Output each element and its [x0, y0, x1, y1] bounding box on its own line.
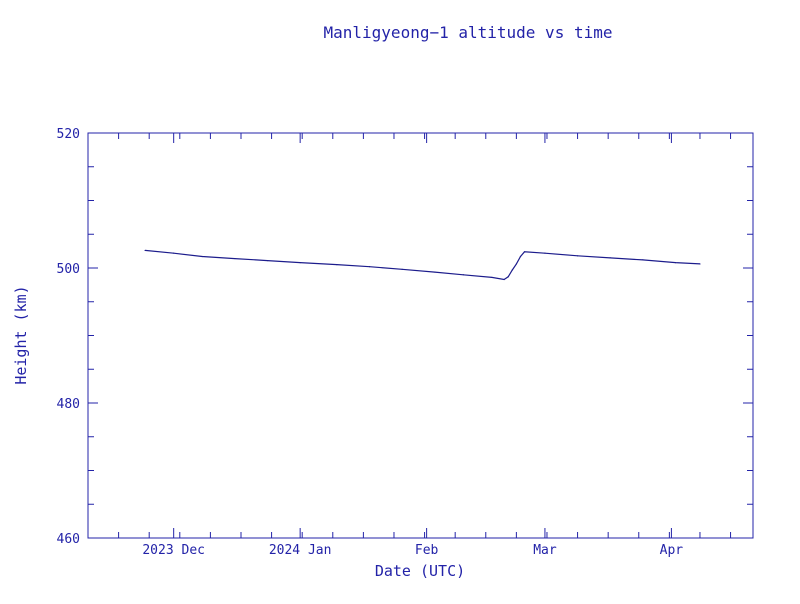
data-point	[336, 264, 338, 266]
data-point	[523, 251, 526, 253]
data-point	[576, 255, 579, 257]
data-point	[401, 268, 403, 270]
series-layer	[144, 249, 701, 281]
data-point	[544, 252, 546, 254]
data-point	[699, 263, 701, 265]
y-tick-label: 480	[57, 397, 80, 412]
data-point	[519, 255, 522, 258]
data-point	[511, 269, 513, 271]
data-point	[144, 249, 146, 252]
plot-frame	[87, 132, 754, 539]
x-tick-label: Apr	[660, 543, 684, 558]
data-point	[173, 252, 175, 254]
y-axis: 460 480 500 520	[57, 127, 753, 547]
data-point	[234, 257, 236, 260]
x-tick-label: 2024 Jan	[269, 543, 332, 558]
data-point	[609, 257, 611, 259]
data-point	[515, 263, 517, 265]
data-point	[642, 259, 644, 261]
data-point	[674, 262, 677, 264]
data-point	[368, 266, 371, 268]
data-point	[266, 259, 269, 262]
x-axis: 2023 Dec 2024 Jan Feb Mar Apr	[87, 133, 732, 558]
x-tick-label: Mar	[533, 543, 557, 558]
data-point	[462, 274, 464, 276]
data-point	[503, 278, 505, 281]
x-tick-label: 2023 Dec	[142, 543, 205, 558]
data-point	[299, 262, 301, 264]
x-axis-label: Date (UTC)	[375, 562, 465, 580]
y-tick-label: 520	[57, 127, 80, 142]
data-point	[507, 276, 509, 278]
data-point	[491, 276, 493, 279]
x-tick-label: Feb	[415, 543, 439, 558]
y-tick-label: 460	[57, 532, 80, 547]
data-point	[201, 255, 203, 258]
y-axis-label: Height (km)	[12, 285, 30, 384]
data-point	[434, 271, 436, 273]
chart-title: Manligyeong−1 altitude vs time	[324, 23, 613, 42]
y-tick-label: 500	[57, 262, 80, 277]
altitude-line	[145, 249, 701, 281]
